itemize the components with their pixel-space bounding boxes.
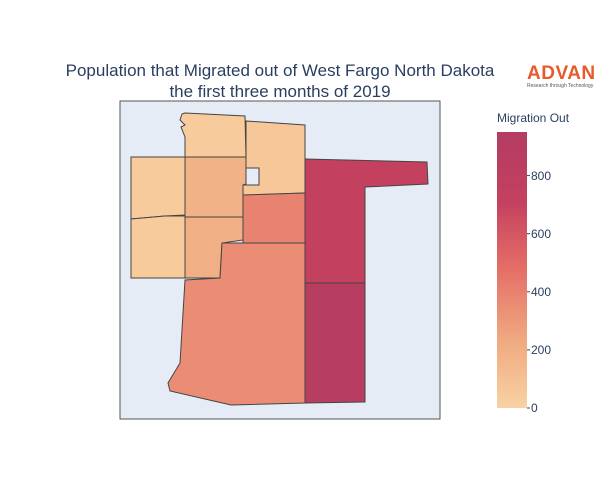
- region-west-upper[interactable]: [130, 156, 186, 220]
- colorbar-tick-label: 800: [531, 168, 552, 183]
- colorbar-tick-label: 200: [531, 342, 552, 357]
- chart-title-line1: Population that Migrated out of West Far…: [65, 61, 495, 80]
- region-north-top[interactable]: [179, 112, 247, 158]
- advan-logo: ADVAN Research through Technology: [527, 64, 597, 89]
- region-east-upper-small[interactable]: [242, 192, 306, 244]
- logo-tagline: Research through Technology: [527, 83, 594, 89]
- region-far-east-lower[interactable]: [304, 282, 366, 404]
- region-center-upper[interactable]: [184, 156, 247, 218]
- colorbar-tick-label: 600: [531, 226, 552, 241]
- colorbar-title: Migration Out: [497, 111, 570, 125]
- colorbar: [497, 132, 527, 408]
- colorbar-ticks: [527, 175, 530, 409]
- colorbar-tick-label: 400: [531, 284, 552, 299]
- chart-title: Population that Migrated out of West Far…: [0, 60, 560, 102]
- colorbar-tick-label: 0: [531, 401, 538, 415]
- region-west-lower[interactable]: [130, 215, 186, 279]
- chart-title-line2: the first three months of 2019: [169, 82, 391, 101]
- logo-wordmark: ADVAN: [527, 63, 596, 84]
